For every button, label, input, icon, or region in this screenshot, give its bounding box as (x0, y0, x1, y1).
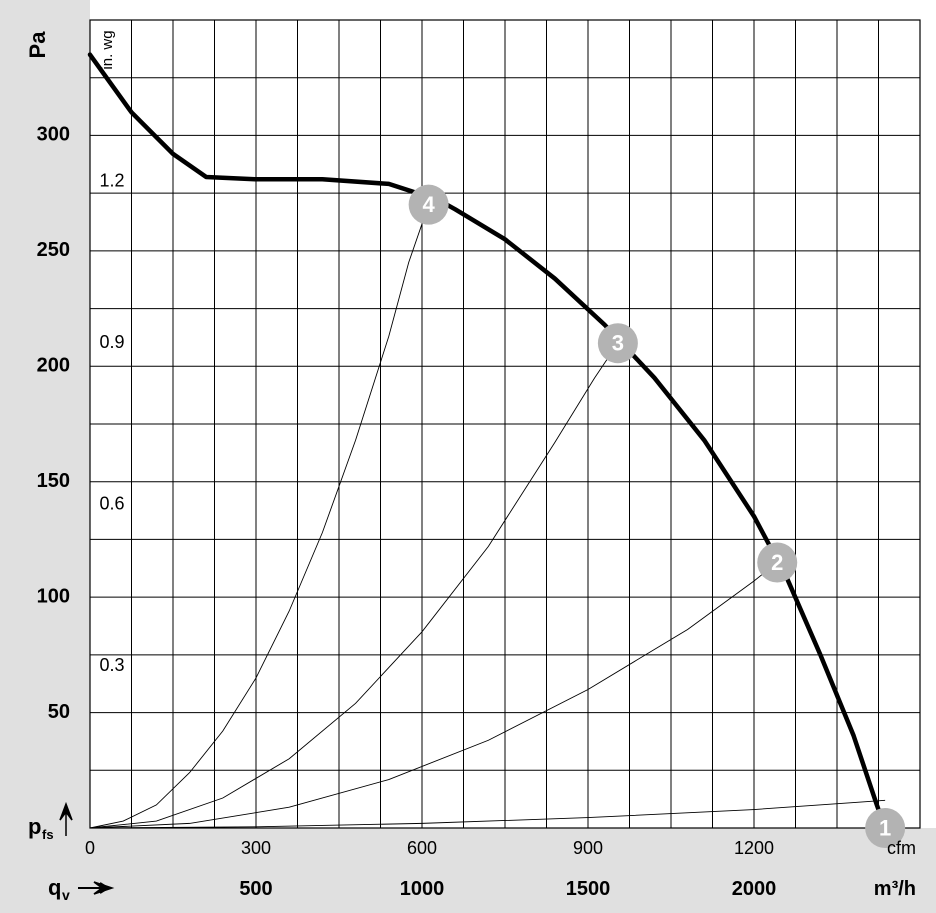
x2-tick-300: 300 (241, 838, 271, 858)
marker-label-4: 4 (423, 192, 436, 217)
y1-tick-100: 100 (37, 585, 70, 607)
x1-label-q: q (48, 875, 61, 900)
marker-label-3: 3 (612, 331, 624, 356)
y1-tick-150: 150 (37, 470, 70, 492)
y2-tick-0.6: 0.6 (99, 494, 124, 514)
y1-tick-200: 200 (37, 355, 70, 377)
y1-tick-50: 50 (48, 701, 70, 723)
x2-tick-900: 900 (573, 838, 603, 858)
y2-tick-0.3: 0.3 (99, 655, 124, 675)
y1-tick-300: 300 (37, 124, 70, 146)
fan-curve-chart: 432150100150200250300Pa0.30.60.91.2in. w… (0, 0, 936, 913)
chart-container: 432150100150200250300Pa0.30.60.91.2in. w… (0, 0, 936, 913)
x2-tick-1200: 1200 (734, 838, 774, 858)
y1-label-fs: fs (42, 827, 54, 842)
y2-tick-1.2: 1.2 (99, 170, 124, 190)
marker-label-2: 2 (771, 550, 783, 575)
x1-label-v: v (62, 887, 70, 903)
y2-tick-0.9: 0.9 (99, 332, 124, 352)
x2-tick-600: 600 (407, 838, 437, 858)
x1-tick-2000: 2000 (732, 878, 777, 900)
y1-unit: Pa (25, 31, 50, 59)
grid (90, 20, 920, 828)
x1-unit: m³/h (874, 878, 916, 900)
x2-unit: cfm (887, 838, 916, 858)
y2-unit: in. wg (99, 30, 116, 69)
x1-tick-1500: 1500 (566, 878, 611, 900)
x1-tick-1000: 1000 (400, 878, 445, 900)
x1-tick-500: 500 (239, 878, 272, 900)
y1-label-p: p (28, 814, 41, 839)
marker-label-1: 1 (879, 816, 891, 841)
x2-tick-0: 0 (85, 838, 95, 858)
y1-tick-250: 250 (37, 239, 70, 261)
